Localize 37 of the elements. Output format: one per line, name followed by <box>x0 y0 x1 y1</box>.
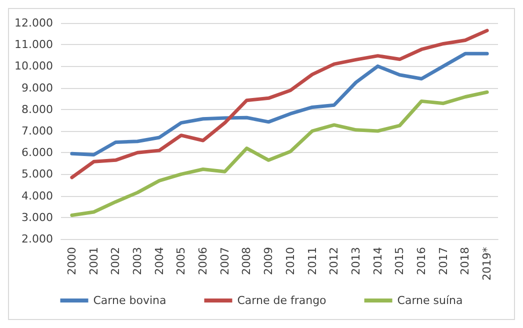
x-tick-label: 2017 <box>436 247 450 275</box>
y-tick-label: 11.000 <box>14 38 53 52</box>
x-tick-label: 2001 <box>87 247 100 275</box>
x-tick-label: 2000 <box>65 247 78 275</box>
y-tick-label: 4.000 <box>22 189 53 202</box>
legend-label: Carne suína <box>397 294 463 307</box>
x-tick-label: 2018 <box>458 247 472 275</box>
y-tick-label: 9.000 <box>22 81 53 94</box>
x-tick-label: 2007 <box>218 247 232 275</box>
x-tick-label: 2010 <box>284 247 297 275</box>
x-tick-label: 2008 <box>240 247 254 275</box>
x-tick-label: 2013 <box>349 247 362 275</box>
x-tick-label: 2009 <box>262 247 276 275</box>
y-tick-label: 12.000 <box>14 16 53 30</box>
y-tick-label: 8.000 <box>22 102 53 116</box>
line-series <box>70 90 489 217</box>
line-series <box>70 52 489 157</box>
x-tick-label: 2003 <box>130 247 144 275</box>
legend-label: Carne de frango <box>237 294 327 307</box>
legend-label: Carne bovina <box>93 294 166 307</box>
x-tick-label: 2019* <box>480 246 494 280</box>
x-tick-label: 2002 <box>109 247 122 275</box>
x-tick-label: 2014 <box>371 247 384 275</box>
y-tick-label: 10.000 <box>14 60 53 73</box>
y-tick-label: 3.000 <box>22 210 53 224</box>
y-tick-label: 6.000 <box>22 146 53 160</box>
y-tick-label: 7.000 <box>22 124 53 138</box>
x-tick-label: 2006 <box>196 247 210 275</box>
x-tick-label: 2016 <box>415 247 428 275</box>
y-tick-label: 5.000 <box>22 168 53 181</box>
x-tick-label: 2005 <box>174 247 188 275</box>
x-tick-label: 2011 <box>306 247 319 275</box>
x-tick-label: 2012 <box>328 247 341 275</box>
x-tick-label: 2004 <box>152 247 166 275</box>
y-tick-label: 2.000 <box>22 232 53 246</box>
x-tick-label: 2015 <box>393 247 406 275</box>
line-series <box>70 28 489 180</box>
